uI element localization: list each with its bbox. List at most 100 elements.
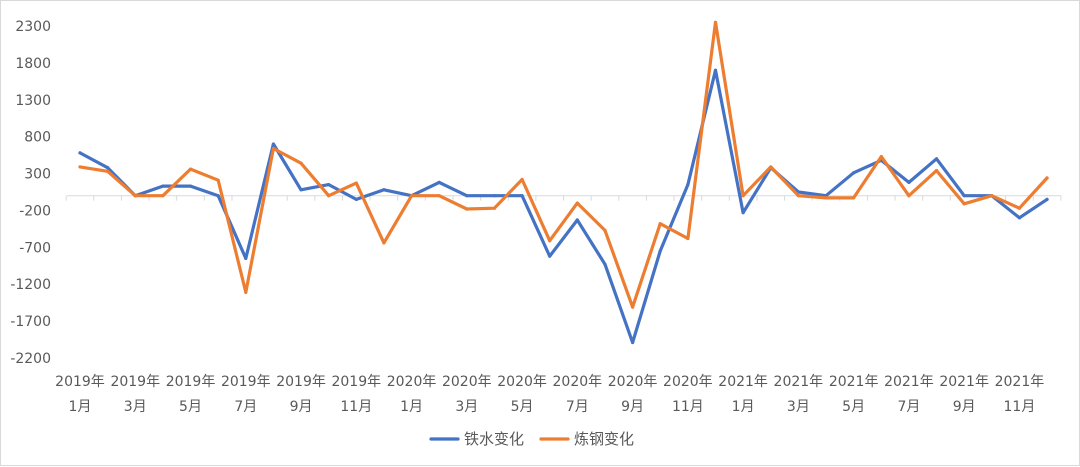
- data-point: [409, 194, 414, 198]
- x-tick-label-year: 2019年: [331, 374, 381, 390]
- data-point: [631, 305, 635, 309]
- x-tick-label-month: 7月: [234, 399, 257, 415]
- data-point: [575, 201, 579, 205]
- x-tick-label-year: 2020年: [387, 374, 437, 390]
- x-tick-label-month: 9月: [621, 399, 644, 415]
- data-point: [934, 157, 939, 161]
- data-point: [78, 165, 82, 169]
- data-point: [216, 178, 220, 182]
- data-point: [852, 196, 856, 200]
- data-point: [1017, 216, 1022, 220]
- data-point: [437, 180, 441, 185]
- x-tick-label-year: 2019年: [110, 374, 160, 390]
- data-point: [244, 256, 248, 260]
- data-point: [437, 194, 441, 198]
- data-point: [271, 146, 276, 151]
- y-tick-label: -200: [19, 203, 51, 219]
- x-tick-label-year: 2021年: [995, 374, 1045, 390]
- data-point: [852, 171, 856, 175]
- x-tick-label-month: 3月: [455, 399, 478, 415]
- data-point: [575, 218, 579, 222]
- series-layer: [78, 20, 1049, 345]
- data-point: [990, 194, 994, 198]
- data-point: [1045, 176, 1049, 180]
- y-axis: 2300 1800 1300 800 300 -200 -700 -1200 -1700 -220…: [10, 19, 51, 367]
- x-tick-label-month: 9月: [290, 399, 313, 415]
- x-tick-label-year: 2021年: [829, 374, 879, 390]
- y-tick-label: 2300: [15, 19, 51, 35]
- data-point: [603, 228, 607, 232]
- x-tick-label-year: 2019年: [276, 374, 326, 390]
- data-point: [824, 196, 828, 200]
- data-point: [907, 180, 911, 185]
- x-axis: 2019年 1月 2019年 3月 2019年 5月 2019年 7月 2019年 9月 2019年…: [55, 195, 1062, 415]
- x-tick-label-year: 2019年: [221, 374, 271, 390]
- legend-label-2: 炼钢变化: [574, 430, 634, 448]
- data-point: [327, 183, 331, 187]
- y-tick-label: -1200: [10, 277, 51, 293]
- y-tick-label: -1700: [10, 314, 51, 330]
- data-point: [244, 290, 248, 294]
- x-tick-label-year: 2019年: [55, 374, 105, 390]
- x-tick-label-month: 3月: [787, 399, 810, 415]
- data-point: [299, 188, 303, 192]
- y-tick-label: 300: [24, 167, 51, 183]
- data-point: [907, 194, 911, 198]
- data-point: [271, 142, 276, 146]
- legend: 铁水变化 炼钢变化: [429, 430, 634, 448]
- x-tick-label-year: 2020年: [663, 374, 713, 390]
- data-point: [492, 194, 497, 198]
- x-tick-label-month: 5月: [179, 399, 202, 415]
- data-point: [216, 194, 220, 198]
- data-point: [106, 169, 110, 173]
- y-tick-label: 1800: [15, 56, 51, 72]
- data-point: [382, 188, 386, 192]
- data-point: [548, 239, 552, 243]
- data-point: [188, 184, 193, 188]
- data-point: [161, 194, 165, 198]
- data-point: [382, 241, 386, 245]
- data-point: [133, 194, 137, 198]
- data-point: [741, 211, 745, 215]
- x-tick-label-month: 9月: [953, 399, 976, 415]
- x-tick-label-month: 5月: [842, 399, 865, 415]
- x-tick-label-month: 1月: [400, 399, 423, 415]
- data-point: [879, 154, 883, 159]
- data-point: [548, 254, 552, 258]
- x-tick-label-month: 7月: [897, 399, 920, 415]
- data-point: [520, 194, 524, 198]
- data-point: [1017, 206, 1022, 210]
- data-point: [962, 194, 966, 198]
- data-point: [520, 177, 524, 182]
- data-point: [299, 161, 303, 165]
- data-point: [962, 202, 966, 206]
- data-point: [78, 151, 82, 155]
- data-point: [188, 167, 193, 171]
- x-tick-label-year: 2020年: [442, 374, 492, 390]
- x-tick-label-month: 5月: [511, 399, 534, 415]
- x-tick-label-year: 2019年: [166, 374, 216, 390]
- data-point: [934, 169, 939, 173]
- x-tick-label-month: 11月: [672, 399, 704, 415]
- data-point: [603, 262, 607, 266]
- data-point: [713, 68, 718, 72]
- x-tick-label-month: 11月: [1004, 399, 1036, 415]
- data-point: [686, 183, 690, 187]
- y-tick-label: 800: [24, 130, 51, 146]
- data-point: [1045, 197, 1049, 201]
- x-tick-label-year: 2021年: [774, 374, 824, 390]
- x-tick-label-year: 2021年: [939, 374, 989, 390]
- data-point: [465, 207, 469, 211]
- data-point: [354, 197, 358, 201]
- data-point: [106, 166, 110, 170]
- y-tick-label: 1300: [15, 93, 51, 109]
- data-point: [796, 194, 800, 198]
- x-tick-label-year: 2020年: [497, 374, 547, 390]
- x-tick-label-month: 1月: [732, 399, 755, 415]
- x-tick-label-month: 7月: [566, 399, 589, 415]
- x-tick-label-month: 3月: [124, 399, 147, 415]
- data-point: [631, 340, 635, 345]
- data-point: [713, 20, 718, 24]
- y-tick-label: -2200: [10, 351, 51, 367]
